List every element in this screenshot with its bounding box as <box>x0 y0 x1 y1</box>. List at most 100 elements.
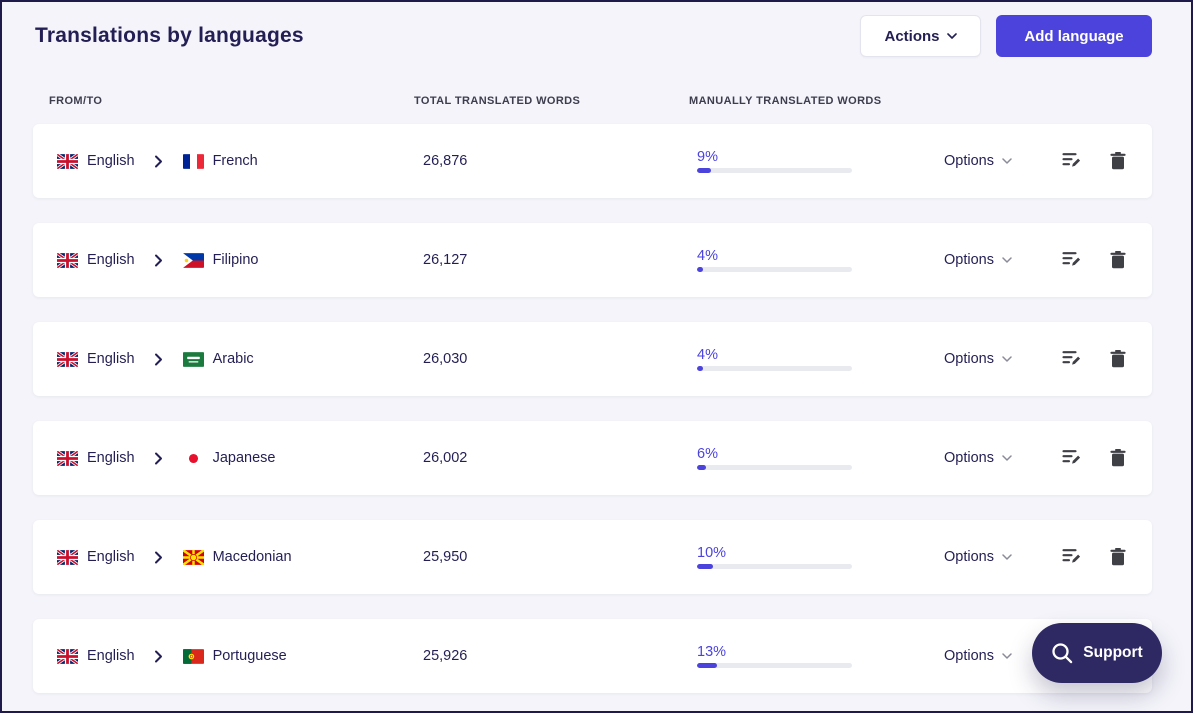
trash-icon <box>1110 151 1126 170</box>
delete-language-button[interactable] <box>1106 148 1130 174</box>
language-pair: English French <box>57 153 422 169</box>
column-header-fromto: From/to <box>49 95 103 107</box>
chevron-down-icon <box>1002 455 1012 461</box>
edit-list-icon <box>1062 548 1082 565</box>
options-label: Options <box>944 648 994 664</box>
total-translated-words-value: 26,002 <box>423 450 468 466</box>
header-actions: Actions Add language <box>860 15 1152 57</box>
uk-flag-icon <box>57 252 78 268</box>
manual-percent-label: 4% <box>697 347 718 363</box>
edit-translation-button[interactable] <box>1058 544 1086 569</box>
options-dropdown[interactable]: Options <box>898 351 1058 367</box>
delete-language-button[interactable] <box>1106 346 1130 372</box>
uk-flag-icon <box>57 450 78 466</box>
options-label: Options <box>944 549 994 565</box>
options-dropdown[interactable]: Options <box>898 450 1058 466</box>
table-column-headers: From/to Total translated words Manually … <box>33 90 1152 112</box>
manual-translation-progress: 6% <box>697 446 898 470</box>
manual-translation-progress: 10% <box>697 545 898 569</box>
france-flag-icon <box>182 153 204 169</box>
manual-percent-label: 9% <box>697 149 718 165</box>
from-language-label: English <box>87 252 135 268</box>
options-label: Options <box>944 351 994 367</box>
language-pair: English Macedonian <box>57 549 422 565</box>
progress-bar <box>697 366 852 371</box>
table-row: English Japanese 26,002 6% Options <box>33 421 1152 495</box>
table-row: English Macedonian 25,950 10% Options <box>33 520 1152 594</box>
to-language-label: French <box>212 153 258 169</box>
edit-list-icon <box>1062 251 1082 268</box>
support-button[interactable]: Support <box>1032 623 1162 683</box>
delete-language-button[interactable] <box>1106 445 1130 471</box>
from-language-label: English <box>87 153 135 169</box>
total-translated-words-value: 26,030 <box>423 351 468 367</box>
progress-bar-fill <box>697 267 704 272</box>
options-label: Options <box>944 153 994 169</box>
total-translated-words-value: 25,926 <box>423 648 468 664</box>
progress-bar-fill <box>697 366 704 371</box>
portugal-flag-icon <box>182 648 204 664</box>
edit-translation-button[interactable] <box>1058 445 1086 470</box>
options-dropdown[interactable]: Options <box>898 153 1058 169</box>
chevron-right-icon <box>154 254 163 267</box>
chevron-down-icon <box>946 33 957 39</box>
edit-translation-button[interactable] <box>1058 247 1086 272</box>
manual-percent-label: 6% <box>697 446 718 462</box>
language-pair: English Japanese <box>57 450 422 466</box>
from-language-label: English <box>87 450 135 466</box>
table-row: English Portuguese 25,926 13% Options <box>33 619 1152 693</box>
options-dropdown[interactable]: Options <box>898 648 1058 664</box>
delete-language-button[interactable] <box>1106 247 1130 273</box>
to-language-label: Filipino <box>212 252 259 268</box>
total-translated-words-value: 26,876 <box>423 153 468 169</box>
progress-bar-fill <box>697 663 718 668</box>
trash-icon <box>1110 349 1126 368</box>
trash-icon <box>1110 250 1126 269</box>
actions-dropdown-button[interactable]: Actions <box>860 15 981 57</box>
trash-icon <box>1110 448 1126 467</box>
edit-translation-button[interactable] <box>1058 148 1086 173</box>
edit-list-icon <box>1062 152 1082 169</box>
actions-button-label: Actions <box>884 27 940 45</box>
to-language-label: Japanese <box>212 450 276 466</box>
column-header-total: Total translated words <box>414 95 581 107</box>
options-dropdown[interactable]: Options <box>898 549 1058 565</box>
manual-translation-progress: 13% <box>697 644 898 668</box>
macedonia-flag-icon <box>182 549 204 565</box>
table-row: English Filipino 26,127 4% Options <box>33 223 1152 297</box>
options-label: Options <box>944 252 994 268</box>
uk-flag-icon <box>57 549 78 565</box>
to-language-label: Portuguese <box>212 648 287 664</box>
options-label: Options <box>944 450 994 466</box>
manual-translation-progress: 4% <box>697 248 898 272</box>
chevron-down-icon <box>1002 653 1012 659</box>
japan-flag-icon <box>182 450 204 466</box>
progress-bar-fill <box>697 564 713 569</box>
chevron-right-icon <box>154 452 163 465</box>
add-language-button[interactable]: Add language <box>996 15 1152 57</box>
edit-translation-button[interactable] <box>1058 346 1086 371</box>
language-pair: English Arabic <box>57 351 422 367</box>
chevron-right-icon <box>154 353 163 366</box>
from-language-label: English <box>87 648 135 664</box>
total-translated-words-value: 26,127 <box>423 252 468 268</box>
edit-list-icon <box>1062 350 1082 367</box>
language-pair: English Filipino <box>57 252 422 268</box>
to-language-label: Macedonian <box>212 549 292 565</box>
progress-bar <box>697 465 852 470</box>
table-row: English French 26,876 9% Options <box>33 124 1152 198</box>
chevron-down-icon <box>1002 554 1012 560</box>
support-button-label: Support <box>1083 644 1143 661</box>
manual-translation-progress: 9% <box>697 149 898 173</box>
page-title: Translations by languages <box>35 24 304 47</box>
manual-percent-label: 13% <box>697 644 727 660</box>
chevron-right-icon <box>154 551 163 564</box>
delete-language-button[interactable] <box>1106 544 1130 570</box>
from-language-label: English <box>87 549 135 565</box>
language-pair: English Portuguese <box>57 648 422 664</box>
trash-icon <box>1110 547 1126 566</box>
total-translated-words-value: 25,950 <box>423 549 468 565</box>
progress-bar-fill <box>697 168 711 173</box>
manual-translation-progress: 4% <box>697 347 898 371</box>
options-dropdown[interactable]: Options <box>898 252 1058 268</box>
